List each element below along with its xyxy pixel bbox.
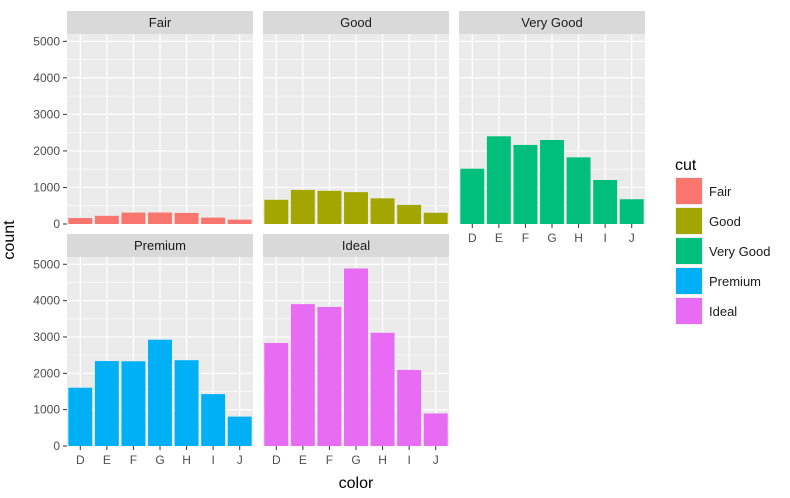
bar-good-j <box>423 212 448 224</box>
bar-premium-e <box>94 361 119 446</box>
x-tick-label: F <box>522 231 529 245</box>
x-tick-label: E <box>495 231 503 245</box>
panel-ideal-strip-label: Ideal <box>342 238 370 253</box>
legend-title: cut <box>675 157 697 174</box>
panel-very-good-strip-label: Very Good <box>521 15 582 30</box>
bar-fair-i <box>201 217 226 224</box>
y-tick-label: 0 <box>53 217 60 231</box>
y-tick-label: 3000 <box>33 330 60 344</box>
legend-key-very-good <box>676 238 702 264</box>
panel-ideal-strip <box>263 234 449 257</box>
bar-good-g <box>344 192 368 224</box>
bar-good-d <box>264 199 289 224</box>
legend-label-very-good: Very Good <box>709 244 770 259</box>
y-axis-title: count <box>1 220 18 260</box>
bar-fair-j <box>227 219 252 224</box>
panel-premium-strip-label: Premium <box>134 238 186 253</box>
bar-ideal-f <box>317 306 342 446</box>
y-tick-label: 5000 <box>33 34 60 48</box>
y-tick-label: 4000 <box>33 71 60 85</box>
panel-good: Good <box>263 11 449 225</box>
bar-ideal-g <box>344 268 368 446</box>
legend-key-ideal <box>676 298 702 324</box>
y-tick-label: 3000 <box>33 107 60 121</box>
legend-key-fair <box>676 178 702 204</box>
panel-very-good: Very Good D E F G H I J <box>459 11 645 245</box>
bar-very-good-h <box>566 157 591 224</box>
bar-ideal-d <box>264 342 289 446</box>
y-tick-label: 1000 <box>33 403 60 417</box>
legend-key-premium <box>676 268 702 294</box>
x-tick-label: G <box>155 453 164 467</box>
bar-premium-i <box>201 394 226 446</box>
panel-fair: Fair 0 1000 2000 3000 4000 5000 <box>33 11 253 231</box>
x-tick-label: H <box>182 453 191 467</box>
x-tick-label: H <box>378 453 387 467</box>
y-tick-label: 2000 <box>33 144 60 158</box>
bar-fair-g <box>148 212 172 224</box>
bar-very-good-i <box>593 180 618 224</box>
panel-good-strip <box>263 11 449 34</box>
legend-label-good: Good <box>709 214 741 229</box>
y-tick-label: 1000 <box>33 180 60 194</box>
x-tick-label: D <box>76 453 85 467</box>
y-tick-label: 4000 <box>33 294 60 308</box>
legend: cut Fair Good Very Good Premium Ideal <box>675 157 770 325</box>
bar-good-i <box>397 204 422 224</box>
panel-good-strip-label: Good <box>340 15 372 30</box>
bar-premium-d <box>68 387 93 446</box>
legend-label-fair: Fair <box>709 184 732 199</box>
panel-premium-strip <box>67 234 253 257</box>
x-tick-label: J <box>629 231 635 245</box>
x-tick-label: D <box>272 453 281 467</box>
bar-very-good-j <box>619 199 644 224</box>
bar-ideal-e <box>290 304 315 446</box>
x-tick-label: E <box>299 453 307 467</box>
bar-fair-e <box>94 215 119 224</box>
panel-premium: Premium 0 1000 2000 3000 4000 5000 D E F G H I J <box>33 234 253 467</box>
x-tick-label: F <box>326 453 333 467</box>
y-tick-label: 0 <box>53 439 60 453</box>
panel-ideal: Ideal D E F G H I J <box>263 234 449 467</box>
bar-good-e <box>290 189 315 224</box>
x-tick-label: E <box>103 453 111 467</box>
legend-label-premium: Premium <box>709 274 761 289</box>
x-tick-label: I <box>407 453 410 467</box>
bar-good-f <box>317 190 342 224</box>
bar-ideal-j <box>423 413 448 446</box>
x-tick-label: D <box>468 231 477 245</box>
bar-very-good-e <box>486 136 511 224</box>
bar-ideal-h <box>370 332 395 446</box>
bar-premium-h <box>174 360 199 446</box>
bar-fair-d <box>68 218 93 224</box>
bar-fair-f <box>121 212 146 224</box>
y-tick-label: 2000 <box>33 366 60 380</box>
bar-premium-j <box>227 416 252 446</box>
bar-ideal-i <box>397 369 422 446</box>
bar-premium-g <box>148 339 172 446</box>
legend-label-ideal: Ideal <box>709 304 737 319</box>
x-tick-label: J <box>433 453 439 467</box>
bar-fair-h <box>174 212 199 224</box>
bar-very-good-f <box>513 144 538 224</box>
bar-very-good-g <box>540 139 564 224</box>
x-tick-label: I <box>603 231 606 245</box>
legend-key-good <box>676 208 702 234</box>
x-tick-label: F <box>130 453 137 467</box>
x-tick-label: G <box>547 231 556 245</box>
panel-fair-strip-label: Fair <box>149 15 172 30</box>
bar-very-good-d <box>460 168 485 224</box>
y-tick-label: 5000 <box>33 257 60 271</box>
x-tick-label: H <box>574 231 583 245</box>
panel-fair-strip <box>67 11 253 34</box>
x-axis-title: color <box>339 475 374 492</box>
facet-panels: Fair 0 1000 2000 3000 4000 5000 Good Very Good D E… <box>33 11 645 467</box>
x-tick-label: I <box>211 453 214 467</box>
bar-premium-f <box>121 361 146 446</box>
panel-very-good-strip <box>459 11 645 34</box>
bar-good-h <box>370 198 395 224</box>
x-tick-label: J <box>237 453 243 467</box>
x-tick-label: G <box>351 453 360 467</box>
